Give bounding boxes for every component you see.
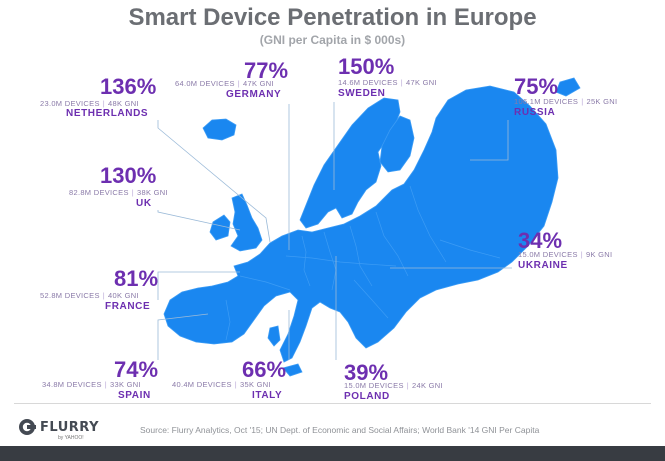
- chart-subtitle: (GNI per Capita in $ 000s): [259, 33, 406, 47]
- novaya-zemlya-shape: [555, 77, 581, 97]
- leader-line-france: [157, 271, 240, 300]
- device-count: 40.4M DEVICES: [172, 380, 232, 389]
- border-line: [349, 225, 373, 287]
- finland-shape: [379, 115, 415, 173]
- device-gni-info: 34.8M DEVICES | 33K GNI: [42, 380, 141, 389]
- penetration-value: 77%: [244, 58, 289, 83]
- device-count: 34.8M DEVICES: [42, 380, 102, 389]
- gni-value: 35K GNI: [240, 380, 271, 389]
- border-line: [353, 279, 389, 319]
- gni-value: 38K GNI: [137, 188, 168, 197]
- footer-divider: [14, 403, 651, 404]
- border-line: [409, 185, 447, 263]
- border-line: [375, 211, 409, 277]
- device-count: 64.0M DEVICES: [175, 79, 235, 88]
- logo-subtext: by YAHOO!: [58, 435, 84, 441]
- leader-line-spain: [157, 313, 209, 360]
- border-line: [239, 275, 291, 291]
- sicily-shape: [282, 363, 303, 377]
- sardinia-shape: [267, 325, 281, 347]
- device-count: 15.0M DEVICES: [518, 250, 578, 259]
- great-britain-shape: [230, 193, 263, 252]
- flurry-logo: FLURRY by YAHOO!: [18, 418, 99, 441]
- device-gni-info: 23.0M DEVICES | 48K GNI: [40, 99, 139, 108]
- country-name: POLAND: [344, 391, 390, 402]
- device-count: 106.1M DEVICES: [514, 97, 579, 106]
- gni-value: 48K GNI: [108, 99, 139, 108]
- device-gni-info: 14.6M DEVICES | 47K GNI: [338, 78, 437, 87]
- gni-value: 40K GNI: [108, 291, 139, 300]
- leader-line-russia: [470, 120, 509, 161]
- gni-value: 25K GNI: [586, 97, 618, 106]
- ireland-shape: [209, 214, 231, 241]
- country-name: NETHERLANDS: [66, 108, 149, 119]
- border-line: [439, 239, 501, 259]
- logo-text: FLURRY: [40, 419, 99, 435]
- country-name: RUSSIA: [514, 107, 556, 118]
- penetration-value: 150%: [338, 54, 395, 79]
- border-line: [225, 299, 231, 341]
- penetration-value: 66%: [242, 357, 287, 382]
- device-count: 15.0M DEVICES: [344, 381, 404, 390]
- device-gni-info: 52.8M DEVICES | 40K GNI: [40, 291, 139, 300]
- country-name: FRANCE: [105, 301, 151, 312]
- country-name: SPAIN: [118, 390, 151, 401]
- device-gni-info: 40.4M DEVICES | 35K GNI: [172, 380, 271, 389]
- bottom-bar: [0, 446, 665, 461]
- chart-title: Smart Device Penetration in Europe: [128, 4, 537, 31]
- flurry-logo-icon: [19, 419, 36, 435]
- device-gni-info: 15.0M DEVICES | 24K GNI: [344, 381, 443, 390]
- penetration-value: 74%: [114, 357, 159, 382]
- penetration-value: 81%: [114, 266, 159, 291]
- device-count: 52.8M DEVICES: [40, 291, 100, 300]
- leader-line-uk: [157, 210, 241, 231]
- gni-value: 47K GNI: [406, 78, 437, 87]
- country-name: UKRAINE: [518, 260, 568, 271]
- penetration-value: 34%: [518, 228, 563, 253]
- penetration-value: 39%: [344, 360, 389, 385]
- device-count: 23.0M DEVICES: [40, 99, 100, 108]
- source-note: Source: Flurry Analytics, Oct '15; UN De…: [140, 425, 540, 435]
- gni-value: 9K GNI: [586, 250, 613, 259]
- device-count: 14.6M DEVICES: [338, 78, 398, 87]
- penetration-value: 136%: [100, 74, 157, 99]
- country-name: SWEDEN: [338, 88, 386, 99]
- gni-value: 47K GNI: [243, 79, 274, 88]
- device-gni-info: 64.0M DEVICES | 47K GNI: [175, 79, 274, 88]
- country-name: ITALY: [252, 390, 283, 401]
- iceland-shape: [202, 118, 237, 141]
- mainland-europe-shape: [163, 85, 559, 363]
- device-gni-info: 82.8M DEVICES | 38K GNI: [69, 188, 168, 197]
- border-line: [301, 235, 311, 287]
- device-gni-info: 15.0M DEVICES | 9K GNI: [518, 250, 613, 259]
- device-count: 82.8M DEVICES: [69, 188, 129, 197]
- country-name: UK: [136, 198, 152, 209]
- gni-value: 33K GNI: [110, 380, 141, 389]
- country-name: GERMANY: [226, 89, 282, 100]
- border-line: [285, 255, 397, 267]
- gni-value: 24K GNI: [412, 381, 443, 390]
- penetration-value: 130%: [100, 163, 157, 188]
- device-gni-info: 106.1M DEVICES | 25K GNI: [514, 97, 618, 106]
- leader-line-netherlands: [157, 120, 271, 243]
- penetration-value: 75%: [514, 74, 559, 99]
